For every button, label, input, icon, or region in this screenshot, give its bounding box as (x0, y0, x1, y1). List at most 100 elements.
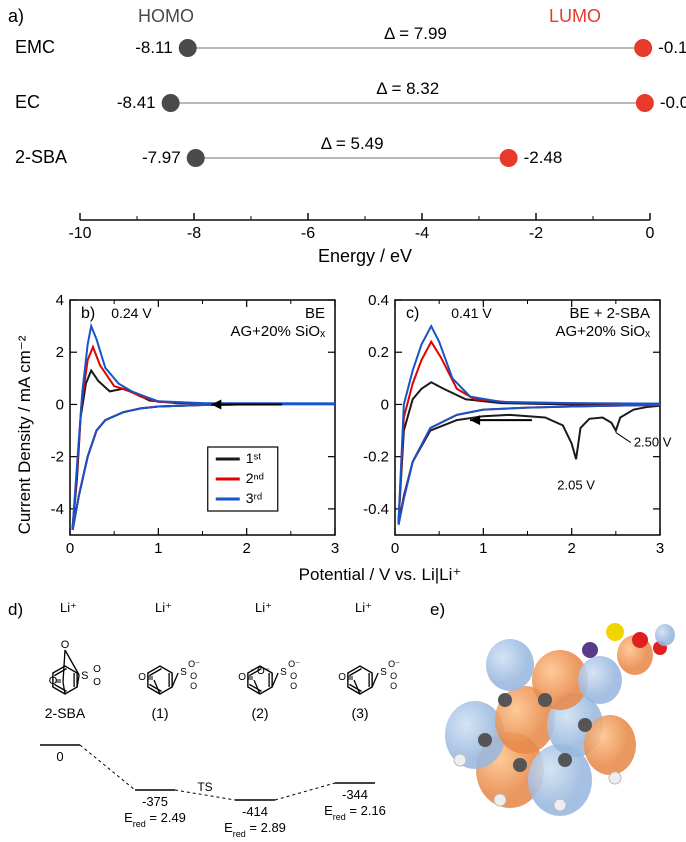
svg-text:S: S (380, 667, 387, 678)
svg-text:0: 0 (381, 396, 389, 413)
svg-text:0.2: 0.2 (368, 344, 389, 361)
svg-text:4: 4 (56, 292, 64, 309)
svg-text:e): e) (430, 600, 445, 619)
svg-text:0: 0 (646, 225, 655, 242)
svg-text:O⁻: O⁻ (388, 659, 400, 669)
svg-text:1: 1 (479, 540, 487, 557)
svg-text:O: O (61, 639, 70, 651)
svg-text:2.50 V: 2.50 V (634, 435, 672, 450)
svg-text:1: 1 (154, 540, 162, 557)
svg-text:O: O (138, 672, 146, 683)
svg-text:AG+20% SiOₓ: AG+20% SiOₓ (230, 323, 325, 340)
svg-text:c): c) (406, 305, 419, 322)
svg-text:Energy / eV: Energy / eV (318, 246, 412, 266)
svg-text:3ʳᵈ: 3ʳᵈ (246, 490, 262, 506)
svg-text:O: O (290, 671, 297, 681)
svg-text:O: O (390, 681, 397, 691)
panel-e: e) (430, 600, 675, 816)
homo-legend: HOMO (138, 6, 194, 26)
svg-text:O: O (190, 671, 197, 681)
svg-text:-8.11: -8.11 (135, 38, 173, 57)
lumo-legend: LUMO (549, 6, 601, 26)
svg-text:O: O (93, 664, 101, 675)
svg-text:2: 2 (56, 344, 64, 361)
svg-text:-4: -4 (415, 225, 429, 242)
svg-text:Li⁺: Li⁺ (255, 600, 272, 615)
svg-text:TS: TS (197, 780, 212, 794)
svg-text:0.4: 0.4 (368, 292, 389, 309)
svg-text:0.24 V: 0.24 V (111, 305, 152, 321)
svg-text:-6: -6 (301, 225, 315, 242)
svg-text:2: 2 (242, 540, 250, 557)
svg-text:S: S (180, 667, 187, 678)
svg-text:2.05 V: 2.05 V (557, 477, 595, 492)
svg-text:-2.48: -2.48 (524, 148, 563, 167)
svg-text:-0.4: -0.4 (363, 501, 389, 518)
svg-text:EMC: EMC (15, 37, 55, 57)
svg-text:O: O (49, 675, 58, 687)
svg-text:BE: BE (305, 305, 325, 322)
svg-text:-10: -10 (68, 225, 91, 242)
svg-text:-2: -2 (529, 225, 543, 242)
svg-text:S: S (81, 670, 88, 682)
svg-text:2: 2 (567, 540, 575, 557)
bc-xlabel: Potential / V vs. Li|Li⁺ (299, 565, 462, 584)
svg-text:O: O (290, 681, 297, 691)
svg-text:S: S (280, 667, 287, 678)
svg-text:b): b) (81, 305, 95, 322)
svg-text:(2): (2) (251, 705, 268, 721)
svg-text:O⁻: O⁻ (188, 659, 200, 669)
svg-text:O: O (238, 672, 246, 683)
svg-text:Ered = 2.89: Ered = 2.89 (224, 820, 286, 839)
svg-text:O: O (338, 672, 346, 683)
svg-text:O⁻: O⁻ (288, 659, 300, 669)
svg-text:Li⁺: Li⁺ (60, 600, 77, 615)
panel-a-axis: -10 -8 -6 -4 -2 0 Energy / eV (68, 213, 654, 266)
svg-text:Ered = 2.49: Ered = 2.49 (124, 810, 186, 829)
svg-text:-4: -4 (51, 501, 64, 518)
svg-text:O: O (93, 677, 101, 688)
svg-text:1ˢᵗ: 1ˢᵗ (246, 450, 262, 466)
svg-text:2-SBA: 2-SBA (15, 147, 67, 167)
panel-b: 0 1 2 3 -4 -2 0 2 4 b) BEAG+20% SiOₓ 0.24 V 1ˢᵗ 2ⁿᵈ 3ʳ… (51, 292, 340, 557)
svg-text:Li⁺: Li⁺ (155, 600, 172, 615)
panel-a-rows: EMC -8.11 -0.12 Δ = 7.99 EC -8.41 -0.09 Δ = 8.3… (15, 24, 686, 167)
figure: a) HOMO LUMO -10 -8 -6 -4 -2 0 Energy / eV EMC… (0, 0, 686, 842)
svg-text:-344: -344 (342, 787, 368, 802)
svg-text:0: 0 (391, 540, 399, 557)
panel-a-label: a) (8, 6, 24, 26)
svg-text:-375: -375 (142, 794, 168, 809)
svg-text:EC: EC (15, 92, 40, 112)
svg-text:Δ = 7.99: Δ = 7.99 (384, 24, 447, 43)
svg-text:Δ = 8.32: Δ = 8.32 (376, 79, 439, 98)
svg-text:-414: -414 (242, 804, 268, 819)
svg-text:Li⁺: Li⁺ (355, 600, 372, 615)
svg-text:Ered = 2.16: Ered = 2.16 (324, 803, 386, 822)
svg-text:0: 0 (56, 396, 64, 413)
panel-d: d)Li⁺OOSOO2-SBALi⁺OSO⁻OO(1)Li⁺OO⁻SO⁻OO(2… (8, 600, 400, 839)
svg-text:-0.09: -0.09 (660, 93, 686, 112)
svg-text:O: O (190, 681, 197, 691)
svg-text:BE + 2-SBA: BE + 2-SBA (570, 305, 650, 322)
svg-text:2ⁿᵈ: 2ⁿᵈ (246, 470, 264, 486)
svg-text:2-SBA: 2-SBA (45, 705, 86, 721)
svg-text:Δ = 5.49: Δ = 5.49 (321, 134, 384, 153)
svg-text:(3): (3) (351, 705, 368, 721)
svg-text:-0.2: -0.2 (363, 449, 389, 466)
svg-text:d): d) (8, 600, 23, 619)
bc-ylabel: Current Density / mA cm⁻² (15, 335, 34, 534)
svg-text:-8: -8 (187, 225, 201, 242)
svg-text:0: 0 (66, 540, 74, 557)
svg-text:0.41 V: 0.41 V (451, 305, 492, 321)
svg-text:-2: -2 (51, 449, 64, 466)
svg-text:(1): (1) (151, 705, 168, 721)
svg-text:3: 3 (331, 540, 339, 557)
svg-text:3: 3 (656, 540, 664, 557)
svg-text:O: O (390, 671, 397, 681)
svg-text:AG+20% SiOₓ: AG+20% SiOₓ (555, 323, 650, 340)
svg-text:O⁻: O⁻ (257, 666, 270, 677)
svg-text:-7.97: -7.97 (142, 148, 181, 167)
svg-text:0: 0 (56, 749, 63, 764)
svg-text:-0.12: -0.12 (658, 38, 686, 57)
svg-text:-8.41: -8.41 (117, 93, 156, 112)
